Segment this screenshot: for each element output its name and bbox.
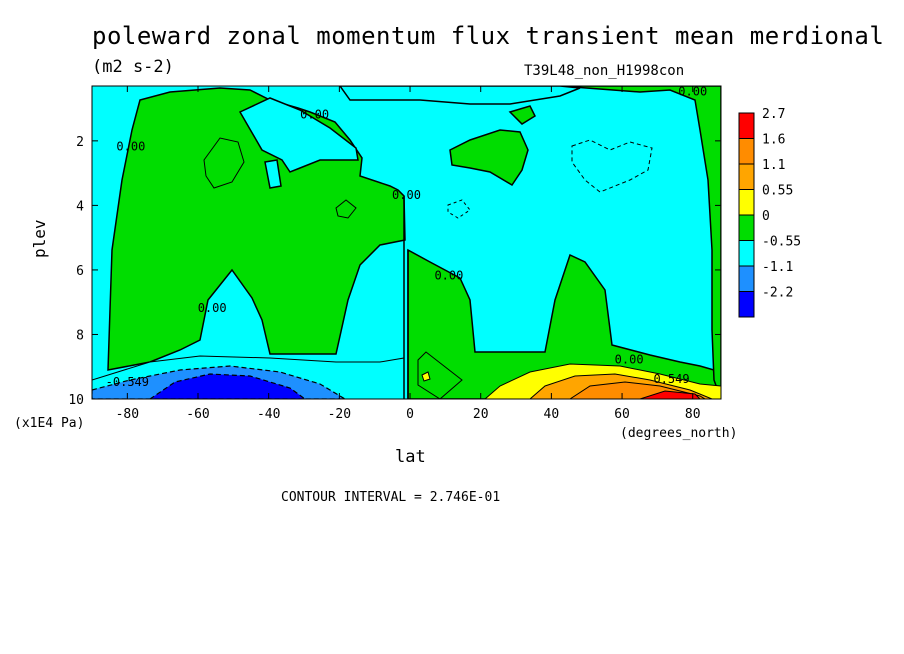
colorbar-label: -1.1 — [762, 260, 793, 275]
colorbar-swatch — [738, 291, 755, 318]
dataset-label: T39L48_non_H1998con — [524, 63, 685, 79]
x-tick-label: -20 — [328, 407, 351, 422]
contour-dashed-right — [571, 139, 653, 193]
contour-solid-center — [417, 351, 463, 399]
y-axis-units: (x1E4 Pa) — [14, 416, 85, 431]
contour-solid-left — [203, 137, 245, 189]
contour-solid-dot — [421, 371, 431, 382]
field-negative-top — [339, 86, 581, 105]
colorbar: 2.7 1.6 1.1 0.55 0 -0.55 -1.1 -2.2 — [738, 107, 801, 318]
x-axis-label: lat — [395, 447, 426, 467]
x-axis-units: (degrees_north) — [620, 426, 738, 441]
contour-label: 0.00 — [678, 85, 707, 99]
x-tick-label: -80 — [116, 407, 139, 422]
y-tick-label: 8 — [76, 328, 84, 343]
colorbar-label: 0 — [762, 209, 770, 224]
field-positive-upper-right — [559, 86, 721, 399]
colorbar-label: -0.55 — [762, 235, 801, 250]
colorbar-swatch — [738, 214, 755, 241]
contour-zero-line — [403, 196, 409, 399]
contour-labels: 0.00 0.00 0.00 0.00 0.00 0.00 0.00 -0.549 0.549 — [106, 85, 708, 389]
x-tick-label: -60 — [186, 407, 209, 422]
contour-label: 0.00 — [392, 188, 421, 202]
colorbar-swatch — [738, 240, 755, 267]
chart-units: (m2 s-2) — [92, 57, 174, 77]
contour-label: 0.00 — [434, 269, 463, 283]
field-negative-hole-2 — [264, 159, 282, 189]
x-tick-label: 20 — [473, 407, 489, 422]
contour-interval: CONTOUR INTERVAL = 2.746E-01 — [281, 490, 501, 505]
x-tick-label: 80 — [685, 407, 701, 422]
contour-label: 0.00 — [615, 353, 644, 367]
y-tick-label: 4 — [76, 199, 84, 214]
colorbar-swatch — [738, 112, 755, 139]
field-positive-small — [508, 105, 536, 125]
contour-label: -0.549 — [106, 375, 149, 389]
x-axis: -80 -60 -40 -20 0 20 40 60 80 — [116, 86, 701, 422]
contour-label: 0.00 — [116, 140, 145, 154]
y-tick-label: 6 — [76, 264, 84, 279]
x-tick-label: 40 — [544, 407, 560, 422]
field-positive-right — [407, 248, 721, 399]
colorbar-label: 0.55 — [762, 184, 793, 199]
colorbar-swatch — [738, 265, 755, 292]
colorbar-swatch — [738, 189, 755, 216]
y-tick-label: 10 — [68, 393, 84, 408]
contour-dashed-small — [447, 199, 471, 219]
chart-title: poleward zonal momentum flux transient m… — [92, 22, 885, 50]
colorbar-label: 1.6 — [762, 133, 785, 148]
colorbar-label: 1.1 — [762, 158, 785, 173]
contour-label: 0.549 — [653, 372, 689, 386]
contour-label: 0.00 — [300, 107, 329, 121]
field-positive-mid — [449, 129, 529, 187]
field-band-3 — [148, 373, 307, 399]
x-tick-label: 60 — [614, 407, 630, 422]
contour-label: 0.00 — [198, 301, 227, 315]
field-negative-hole — [238, 97, 359, 173]
colorbar-label: 2.7 — [762, 107, 785, 122]
x-tick-label: -40 — [257, 407, 280, 422]
plot-frame — [91, 85, 722, 400]
y-axis: 2 4 6 8 10 — [68, 135, 721, 408]
contour-solid-small — [335, 199, 357, 219]
x-tick-label: 0 — [406, 407, 414, 422]
contour-fields — [92, 86, 721, 399]
y-tick-label: 2 — [76, 135, 84, 150]
field-band-7 — [639, 390, 701, 399]
colorbar-swatch — [738, 138, 755, 165]
colorbar-label: -2.2 — [762, 286, 793, 301]
colorbar-swatch — [738, 163, 755, 190]
